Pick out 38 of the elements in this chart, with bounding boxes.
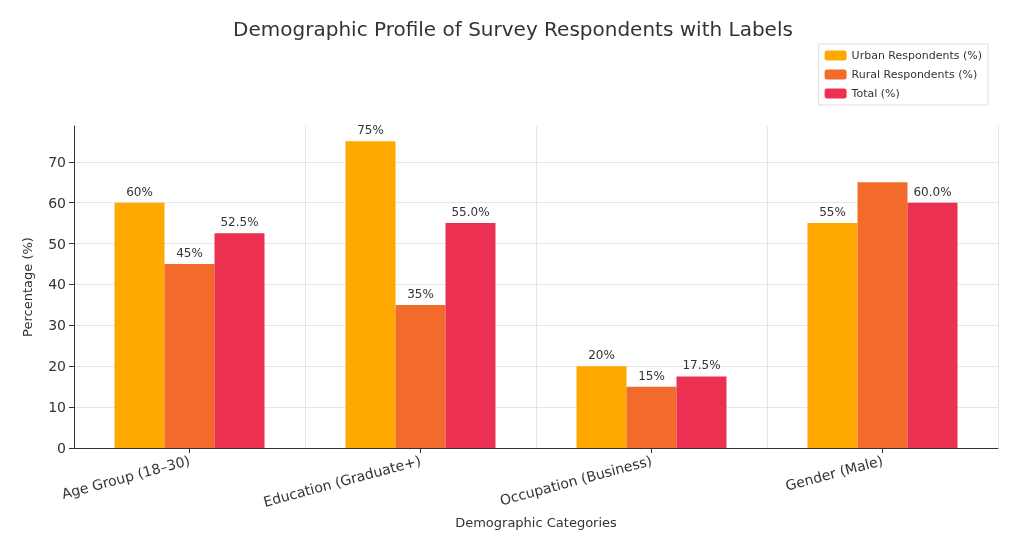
y-tick-label: 10: [48, 399, 66, 416]
data-label: 17.5%: [682, 358, 721, 373]
legend-label: Rural Respondents (%): [851, 68, 978, 81]
y-tick-label: 0: [57, 440, 66, 456]
data-label: 75%: [357, 123, 384, 138]
legend-label: Urban Respondents (%): [851, 49, 983, 62]
bar: [445, 223, 496, 448]
x-axis-title: Demographic Categories: [455, 515, 618, 530]
data-label: 60%: [126, 184, 153, 199]
x-tick-label: Gender (Male): [783, 452, 885, 494]
y-tick-label: 60: [48, 194, 66, 211]
bar: [395, 304, 446, 448]
data-label: 20%: [588, 348, 615, 363]
y-axis-title: Percentage (%): [20, 237, 35, 337]
data-label: 55%: [819, 205, 846, 220]
y-tick-label: 20: [48, 358, 66, 375]
bar: [345, 141, 396, 448]
data-label: 15%: [638, 368, 665, 383]
y-tick-label: 40: [48, 276, 66, 293]
data-label: 35%: [407, 286, 434, 301]
bar: [807, 223, 858, 448]
data-label: 45%: [176, 246, 203, 260]
bar: [214, 233, 265, 448]
bar: [676, 376, 727, 448]
y-tick-label: 50: [48, 235, 66, 252]
bar: [626, 386, 677, 448]
data-label: 60.0%: [913, 184, 952, 199]
bar: [114, 202, 165, 448]
data-label: 55.0%: [451, 205, 490, 220]
y-tick-label: 30: [48, 317, 66, 334]
chart-title: Demographic Profile of Survey Respondents with Labels: [233, 17, 793, 41]
y-tick-label: 70: [48, 153, 66, 170]
bar: [907, 202, 958, 448]
data-label: 52.5%: [220, 215, 259, 230]
bar: [857, 182, 908, 448]
legend-label: Total (%): [850, 87, 900, 100]
bar: [164, 264, 215, 448]
bar: [576, 366, 627, 448]
